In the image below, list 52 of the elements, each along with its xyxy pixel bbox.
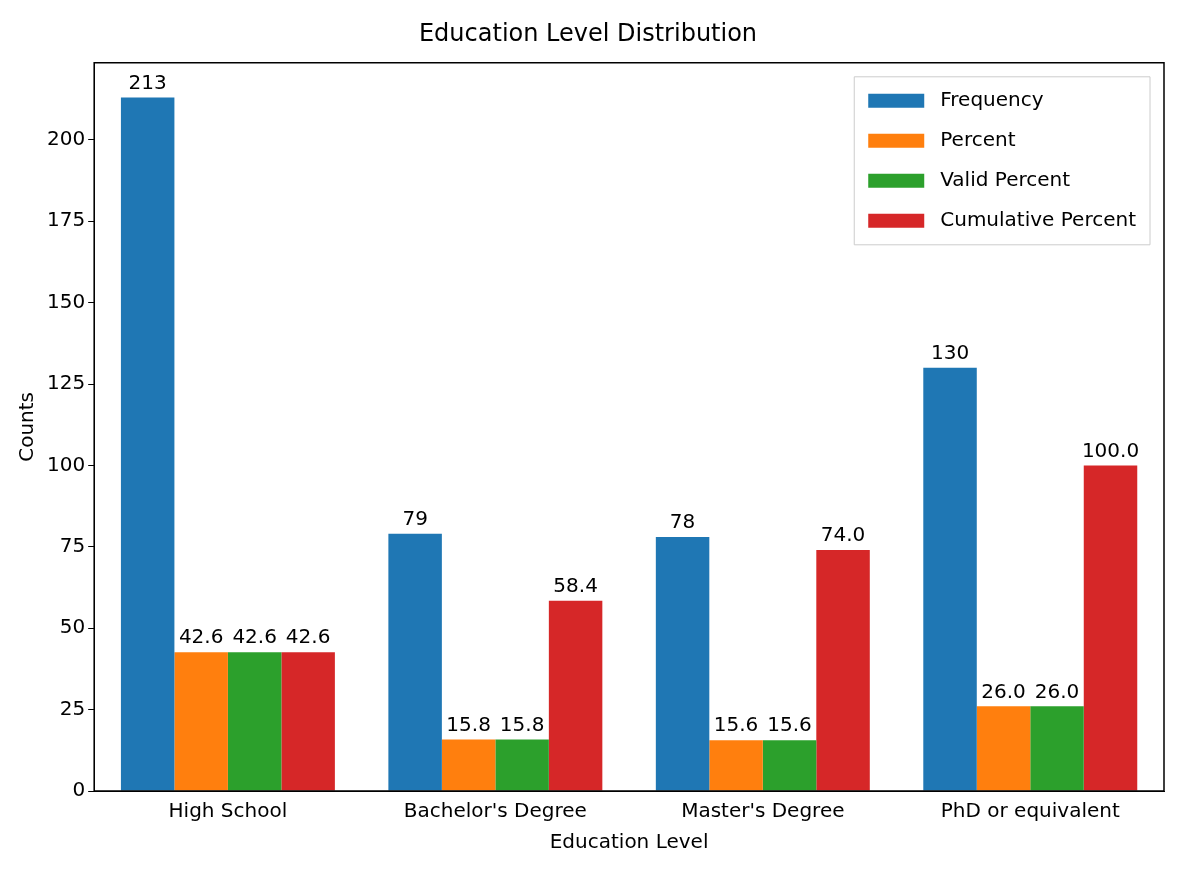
y-tick-label: 50 bbox=[59, 614, 86, 639]
y-axis-title: Counts bbox=[14, 391, 39, 462]
bar bbox=[976, 706, 1031, 791]
y-tick-label: 25 bbox=[59, 695, 86, 720]
data-label: 15.8 bbox=[446, 711, 491, 736]
y-tick-label: 0 bbox=[72, 777, 86, 802]
data-label: 74.0 bbox=[820, 522, 866, 547]
data-label: 78 bbox=[669, 509, 696, 534]
y-tick-label: 150 bbox=[46, 288, 86, 313]
data-label: 26.0 bbox=[981, 678, 1026, 703]
data-label: 26.0 bbox=[1034, 678, 1080, 703]
data-label: 42.6 bbox=[178, 624, 224, 649]
y-tick-label: 175 bbox=[46, 207, 86, 232]
bar bbox=[441, 739, 496, 791]
bar bbox=[495, 739, 549, 791]
bar bbox=[923, 367, 977, 791]
bar bbox=[1030, 706, 1084, 791]
bar bbox=[762, 740, 817, 791]
bar bbox=[227, 652, 282, 791]
y-tick-label: 75 bbox=[59, 533, 86, 557]
data-label: 15.6 bbox=[767, 712, 812, 737]
data-label: 42.6 bbox=[285, 624, 331, 649]
data-label: 15.8 bbox=[499, 711, 545, 736]
data-label: 213 bbox=[128, 69, 167, 94]
x-tick-label: PhD or equivalent bbox=[940, 798, 1120, 823]
bar bbox=[1083, 465, 1138, 791]
x-axis-title: Education Level bbox=[549, 829, 709, 854]
bar bbox=[281, 652, 335, 791]
data-label: 130 bbox=[930, 339, 970, 364]
bar bbox=[548, 600, 603, 791]
chart-title: Education Level Distribution bbox=[418, 18, 758, 47]
data-label: 42.6 bbox=[232, 624, 277, 649]
bar bbox=[709, 740, 763, 791]
data-label: 79 bbox=[402, 505, 428, 530]
bar bbox=[174, 652, 228, 791]
legend-label: Valid Percent bbox=[940, 167, 1071, 191]
y-tick-label: 100 bbox=[46, 451, 86, 476]
x-tick-label: High School bbox=[168, 798, 288, 823]
y-tick-label: 200 bbox=[46, 126, 86, 151]
legend-label: Percent bbox=[940, 127, 1016, 151]
x-tick-label: Master's Degree bbox=[681, 798, 845, 823]
data-label: 58.4 bbox=[553, 573, 598, 598]
bar bbox=[655, 537, 710, 791]
x-tick-label: Bachelor's Degree bbox=[403, 798, 587, 823]
data-label: 100.0 bbox=[1081, 437, 1140, 462]
bar bbox=[120, 97, 175, 791]
legend-label: Cumulative Percent bbox=[940, 207, 1137, 231]
legend-label: Frequency bbox=[940, 87, 1044, 111]
y-tick-label: 125 bbox=[46, 370, 86, 395]
bar bbox=[816, 550, 870, 791]
bar bbox=[388, 533, 442, 791]
data-label: 15.6 bbox=[713, 712, 759, 737]
